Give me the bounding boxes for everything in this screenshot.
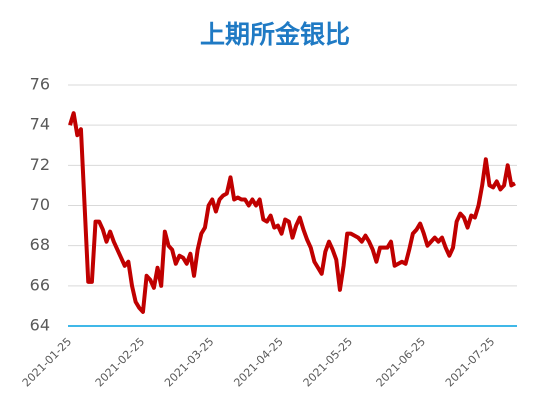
y-tick-label: 76	[30, 75, 50, 94]
y-tick-label: 66	[30, 275, 50, 294]
x-tick-label: 2021-07-25	[443, 335, 497, 389]
x-tick-label: 2021-05-25	[301, 335, 355, 389]
x-tick-label: 2021-06-25	[374, 335, 428, 389]
y-tick-label: 72	[30, 155, 50, 174]
y-tick-label: 74	[30, 115, 50, 134]
y-tick-label: 70	[30, 195, 50, 214]
x-tick-label: 2021-01-25	[20, 335, 74, 389]
y-tick-label: 64	[30, 316, 50, 335]
y-tick-label: 68	[30, 235, 50, 254]
x-tick-label: 2021-04-25	[231, 335, 285, 389]
x-tick-label: 2021-02-25	[93, 335, 147, 389]
data-line	[68, 111, 516, 314]
x-tick-label: 2021-03-25	[162, 335, 216, 389]
chart-title: 上期所金银比	[200, 20, 350, 49]
